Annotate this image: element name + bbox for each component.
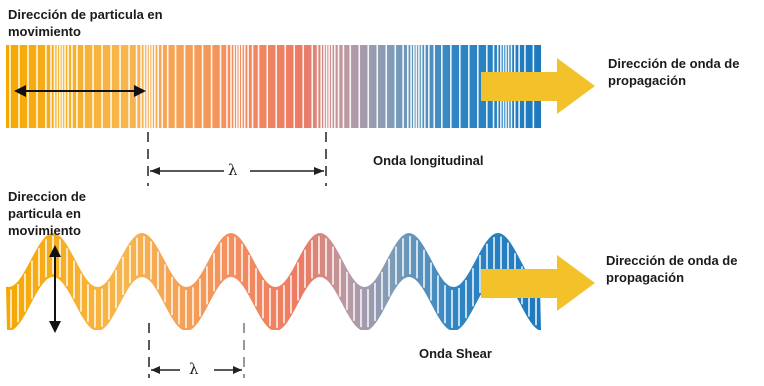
propagation-label-bottom-line-2: propagación bbox=[606, 270, 685, 285]
propagation-arrow-top bbox=[481, 58, 595, 114]
particle-label-bottom-line-3: movimiento bbox=[8, 223, 81, 238]
wavelength-symbol-top: λ bbox=[225, 161, 241, 179]
propagation-label-bottom-line-1: Dirección de onda de bbox=[606, 253, 738, 268]
shear-wave bbox=[6, 233, 541, 330]
particle-label-bottom-line-1: Direccion de bbox=[8, 189, 87, 204]
wave-name-top: Onda longitudinal bbox=[373, 153, 484, 168]
longitudinal-wave bbox=[6, 45, 541, 128]
particle-direction-label-top: Dirección de particula en movimiento bbox=[8, 6, 163, 40]
propagation-label-top-line-1: Dirección de onda de bbox=[608, 56, 740, 71]
wave-name-bottom: Onda Shear bbox=[419, 346, 492, 361]
particle-direction-arrow-bottom bbox=[49, 245, 61, 333]
shear-wave-body bbox=[6, 233, 541, 330]
particle-label-bottom-line-2: particula en bbox=[8, 206, 81, 221]
compression-lines bbox=[9, 45, 535, 128]
particle-direction-arrow-top bbox=[14, 85, 146, 97]
propagation-label-bottom: Dirección de onda de propagación bbox=[606, 252, 737, 286]
shear-lines bbox=[10, 236, 537, 328]
wavelength-symbol-bottom: λ bbox=[186, 360, 202, 378]
particle-direction-label-bottom: Direccion de particula en movimiento bbox=[8, 188, 86, 239]
wavelength-marker-top bbox=[147, 132, 327, 186]
particle-label-top-line-2: movimiento bbox=[8, 24, 81, 39]
propagation-label-top: Dirección de onda de propagación bbox=[608, 55, 739, 89]
longitudinal-band bbox=[6, 45, 541, 128]
propagation-arrow-bottom bbox=[481, 255, 595, 311]
particle-label-top-line-1: Dirección de particula en bbox=[8, 7, 163, 22]
wavelength-marker-bottom bbox=[148, 323, 245, 378]
propagation-label-top-line-2: propagación bbox=[608, 73, 687, 88]
